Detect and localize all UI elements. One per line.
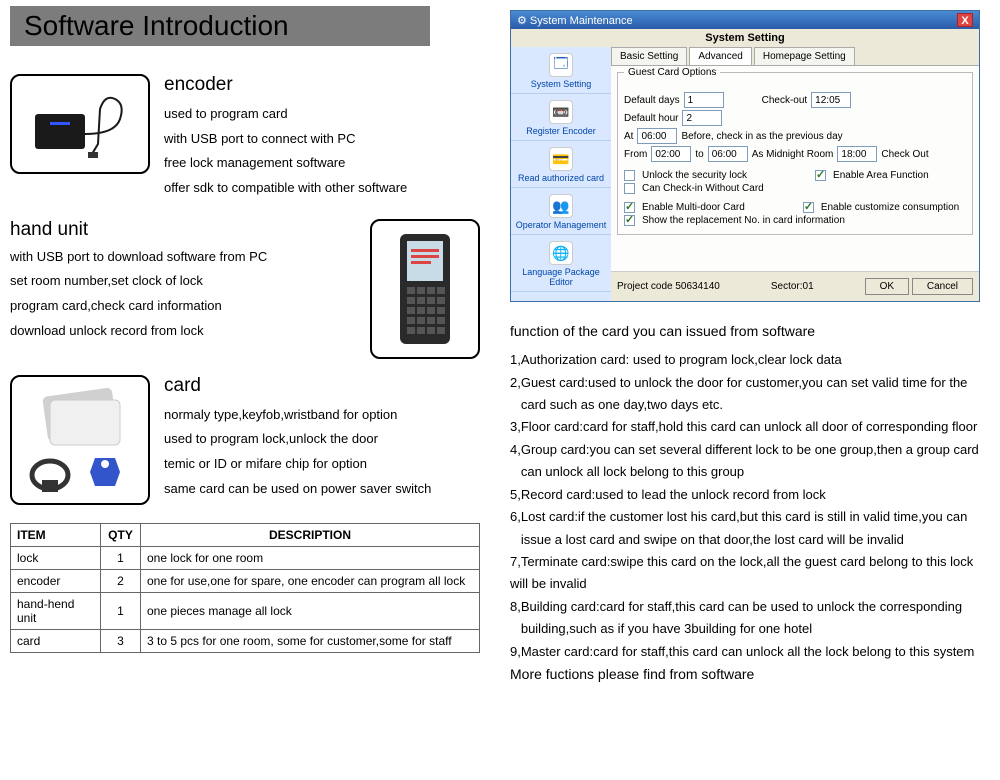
window-heading: System Setting xyxy=(511,29,979,47)
tab-advanced[interactable]: Advanced xyxy=(689,47,751,65)
to-input[interactable]: 06:00 xyxy=(708,146,748,162)
sidebar: 🗔System Setting 📼Register Encoder 💳Read … xyxy=(511,47,611,301)
default-hour-input[interactable]: 2 xyxy=(682,110,722,126)
settings-window: ⚙ System Maintenance X System Setting 🗔S… xyxy=(510,10,980,302)
table-row: lock1one lock for one room xyxy=(11,546,480,569)
close-icon[interactable]: X xyxy=(957,13,973,27)
sidebar-item-readcard[interactable]: 💳Read authorized card xyxy=(511,141,611,188)
window-footer: Project code 50634140 Sector:01 OK Cance… xyxy=(611,271,979,301)
window-titlebar: ⚙ System Maintenance X xyxy=(511,11,979,29)
handunit-image xyxy=(370,219,480,359)
sidebar-item-system[interactable]: 🗔System Setting xyxy=(511,47,611,94)
card-heading: card xyxy=(164,375,431,397)
sidebar-item-language[interactable]: 🌐Language Package Editor xyxy=(511,235,611,292)
guest-card-options: Guest Card Options Default days1Check-ou… xyxy=(617,72,973,235)
functions-heading: function of the card you can issued from… xyxy=(510,320,980,343)
card-section: card normaly type,keyfob,wristband for o… xyxy=(10,375,480,505)
encoder-text: used to program cardwith USB port to con… xyxy=(164,102,407,201)
encoder-image xyxy=(10,74,150,174)
multidoor-checkbox[interactable] xyxy=(624,202,635,213)
ok-button[interactable]: OK xyxy=(865,278,909,295)
from-input[interactable]: 02:00 xyxy=(651,146,691,162)
more-functions: More fuctions please find from software xyxy=(510,663,980,686)
checkout-input[interactable]: 12:05 xyxy=(811,92,851,108)
default-days-input[interactable]: 1 xyxy=(684,92,724,108)
tabs: Basic Setting Advanced Homepage Setting xyxy=(611,47,979,66)
handunit-heading: hand unit xyxy=(10,219,356,241)
enable-area-checkbox[interactable] xyxy=(815,170,826,181)
checkin-without-card-checkbox[interactable] xyxy=(624,183,635,194)
midnight-input[interactable]: 18:00 xyxy=(837,146,877,162)
cancel-button[interactable]: Cancel xyxy=(912,278,973,295)
table-row: card33 to 5 pcs for one room, some for c… xyxy=(11,629,480,652)
tab-homepage[interactable]: Homepage Setting xyxy=(754,47,855,65)
card-text: normaly type,keyfob,wristband for option… xyxy=(164,403,431,502)
table-row: hand-hend unit1one pieces manage all loc… xyxy=(11,592,480,629)
items-table: ITEMQTYDESCRIPTION lock1one lock for one… xyxy=(10,523,480,653)
function-list: function of the card you can issued from… xyxy=(510,320,980,686)
card-image xyxy=(10,375,150,505)
handunit-section: hand unit with USB port to download soft… xyxy=(10,219,480,359)
at-input[interactable]: 06:00 xyxy=(637,128,677,144)
show-replacement-checkbox[interactable] xyxy=(624,215,635,226)
handunit-text: with USB port to download software from … xyxy=(10,245,356,344)
sidebar-item-encoder[interactable]: 📼Register Encoder xyxy=(511,94,611,141)
sidebar-item-operator[interactable]: 👥Operator Management xyxy=(511,188,611,235)
table-row: encoder2one for use,one for spare, one e… xyxy=(11,569,480,592)
customize-consumption-checkbox[interactable] xyxy=(803,202,814,213)
page-title: Software Introduction xyxy=(10,6,430,46)
encoder-section: encoder used to program cardwith USB por… xyxy=(10,74,480,201)
encoder-heading: encoder xyxy=(164,74,407,96)
tab-basic[interactable]: Basic Setting xyxy=(611,47,687,65)
unlock-security-checkbox[interactable] xyxy=(624,170,635,181)
